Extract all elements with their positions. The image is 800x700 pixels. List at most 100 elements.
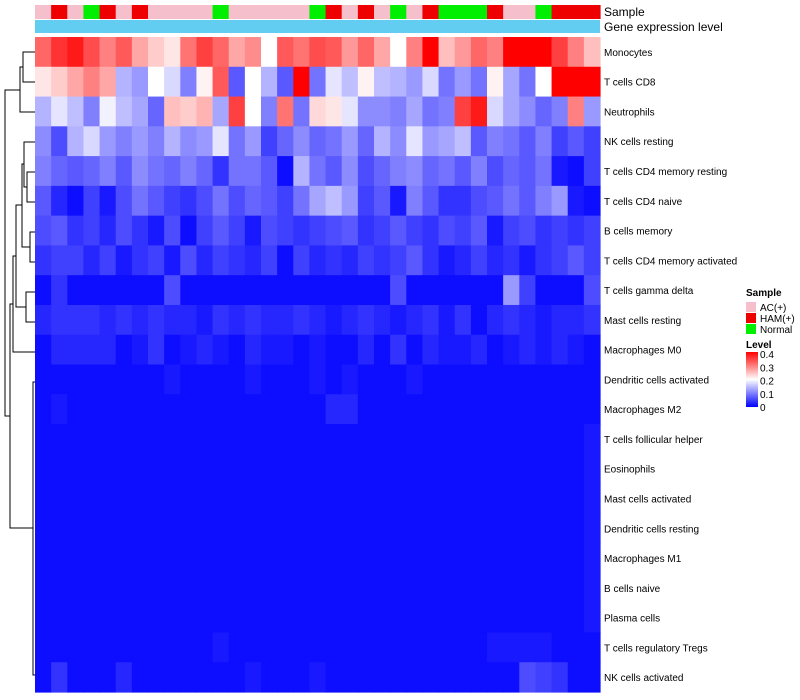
heatmap-cell (503, 364, 520, 395)
heatmap-cell (212, 632, 230, 663)
heatmap-cell (244, 483, 262, 514)
heatmap-cell (406, 483, 424, 514)
heatmap-cell (51, 304, 68, 336)
heatmap-cell (341, 185, 359, 217)
heatmap-cell (454, 96, 472, 127)
heatmap-cell (35, 126, 52, 157)
heatmap-cell (406, 215, 424, 247)
heatmap-cell (148, 185, 165, 217)
heatmap-cell (551, 602, 569, 634)
heatmap-cell (470, 66, 488, 98)
heatmap-cell (164, 662, 181, 693)
heatmap-cell (309, 96, 327, 127)
sample-annotation-cell (341, 5, 359, 19)
heatmap-cell (212, 602, 230, 634)
heatmap-cell (422, 662, 440, 693)
heatmap-cell (261, 364, 278, 395)
heatmap-cell (293, 453, 311, 485)
heatmap-cell (519, 185, 537, 217)
heatmap-cell (309, 304, 327, 336)
heatmap-cell (454, 602, 472, 634)
heatmap-cell (309, 602, 327, 634)
heatmap-cell (567, 126, 585, 157)
heatmap-cell (277, 424, 294, 455)
heatmap-cell (261, 37, 278, 68)
heatmap-cell (164, 394, 181, 425)
heatmap-cell (244, 334, 262, 366)
sample-annotation-cell (212, 5, 230, 19)
sample-annotation-cell (470, 5, 488, 19)
heatmap-cell (51, 126, 68, 157)
legend-swatch (746, 324, 756, 334)
heatmap-cell (99, 543, 117, 574)
heatmap-cell (51, 334, 68, 366)
heatmap-cell (309, 364, 327, 395)
heatmap-cell (148, 126, 165, 157)
row-label: Mast cells resting (604, 316, 681, 327)
heatmap-cell (583, 364, 601, 395)
heatmap-cell (454, 275, 472, 306)
heatmap-cell (406, 334, 424, 366)
heatmap-cell (503, 245, 520, 276)
heatmap-cell (180, 334, 198, 366)
heatmap-cell (244, 156, 262, 187)
heatmap-cell (309, 37, 327, 68)
heatmap-cell (422, 513, 440, 544)
heatmap-cell (309, 66, 327, 98)
heatmap-cell (454, 543, 472, 574)
heatmap-cell (519, 364, 537, 395)
heatmap-cell (148, 304, 165, 336)
heatmap-cell (583, 513, 601, 544)
heatmap-cell (115, 334, 133, 366)
heatmap-cell (357, 156, 375, 187)
heatmap-cell (99, 364, 117, 395)
heatmap-cell (35, 364, 52, 395)
heatmap-cell (164, 572, 181, 604)
heatmap-cell (519, 424, 537, 455)
heatmap-cell (422, 543, 440, 574)
heatmap-cell (406, 394, 424, 425)
heatmap-cell (503, 543, 520, 574)
heatmap-cell (341, 156, 359, 187)
heatmap-cell (422, 424, 440, 455)
sample-annotation-row (35, 5, 601, 19)
heatmap-cell (35, 632, 52, 663)
heatmap-cell (567, 96, 585, 127)
heatmap-cell (99, 513, 117, 544)
heatmap-cell (551, 394, 569, 425)
legend-tick-labels: 0.4 0.3 0.2 0.1 0 (760, 350, 774, 414)
sample-annotation-cell (390, 5, 407, 19)
row-dendrogram (4, 51, 35, 676)
heatmap-cell (244, 602, 262, 634)
heatmap-cell (390, 66, 407, 98)
heatmap-cell (341, 572, 359, 604)
heatmap-cell (148, 245, 165, 276)
heatmap-cell (131, 37, 149, 68)
heatmap-cell (293, 602, 311, 634)
heatmap-cell (551, 364, 569, 395)
sample-annotation-cell (277, 5, 294, 19)
heatmap-cell (67, 513, 85, 544)
heatmap-cell (228, 334, 246, 366)
heatmap-cell (487, 543, 504, 574)
heatmap-cell (51, 602, 68, 634)
legend-sample-entries: AC(+)HAM(+)Normal (746, 302, 795, 336)
heatmap-cell (503, 424, 520, 455)
heatmap-cell (228, 96, 246, 127)
heatmap-cell (422, 156, 440, 187)
heatmap-cell (212, 245, 230, 276)
heatmap-cell (422, 66, 440, 98)
heatmap-cell (228, 513, 246, 544)
heatmap-cell (470, 602, 488, 634)
row-label: B cells naive (604, 584, 661, 595)
heatmap-cell (422, 483, 440, 514)
heatmap-cell (196, 543, 214, 574)
heatmap-cell (196, 185, 214, 217)
heatmap-cell (583, 483, 601, 514)
heatmap-cell (374, 185, 391, 217)
sample-annotation-cell (374, 5, 391, 19)
heatmap-cell (212, 215, 230, 247)
heatmap-cell (454, 513, 472, 544)
heatmap-cell (196, 96, 214, 127)
heatmap-cell (470, 334, 488, 366)
